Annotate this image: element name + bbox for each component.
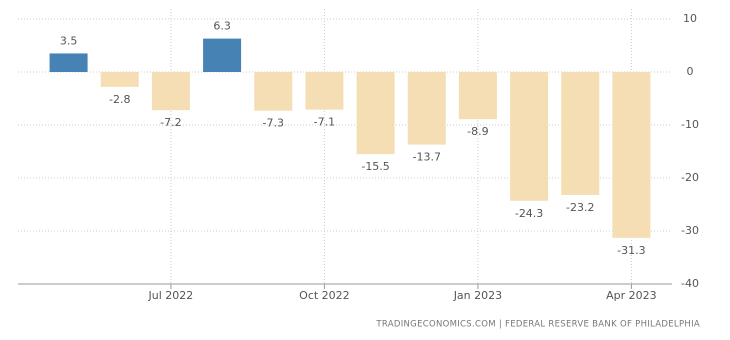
value-label: 3.5 [60,34,78,47]
value-label: -2.8 [109,93,130,106]
y-tick-label: -10 [681,118,699,131]
bar [407,72,446,145]
value-label: 6.3 [213,20,231,33]
bar [356,72,395,155]
x-tick-label: Oct 2022 [299,289,350,302]
value-label: -8.9 [467,125,488,138]
bar [561,72,600,195]
x-tick-label: Jul 2022 [148,289,194,302]
bar [510,72,549,201]
value-label: -15.5 [361,160,389,173]
bar [203,38,242,72]
bar [254,72,293,111]
y-tick-label: 10 [683,12,697,25]
bar [100,72,139,87]
value-label: -13.7 [413,151,441,164]
y-tick-label: -40 [681,277,699,290]
value-label: -24.3 [515,207,543,220]
bar [612,72,651,238]
bar [305,72,344,110]
value-label: -7.3 [263,117,284,130]
source-note: TRADINGECONOMICS.COM | FEDERAL RESERVE B… [375,320,700,330]
bar [49,53,88,72]
value-label: -7.2 [160,116,181,129]
value-label: -23.2 [566,201,594,214]
x-tick-label: Apr 2023 [606,289,657,302]
value-label: -7.1 [314,116,335,129]
y-tick-label: 0 [687,65,694,78]
bar [458,72,497,120]
y-tick-label: -30 [681,224,699,237]
bar [151,72,190,111]
x-tick-label: Jan 2023 [453,289,502,302]
y-tick-label: -20 [681,171,699,184]
value-label: -31.3 [617,244,645,257]
